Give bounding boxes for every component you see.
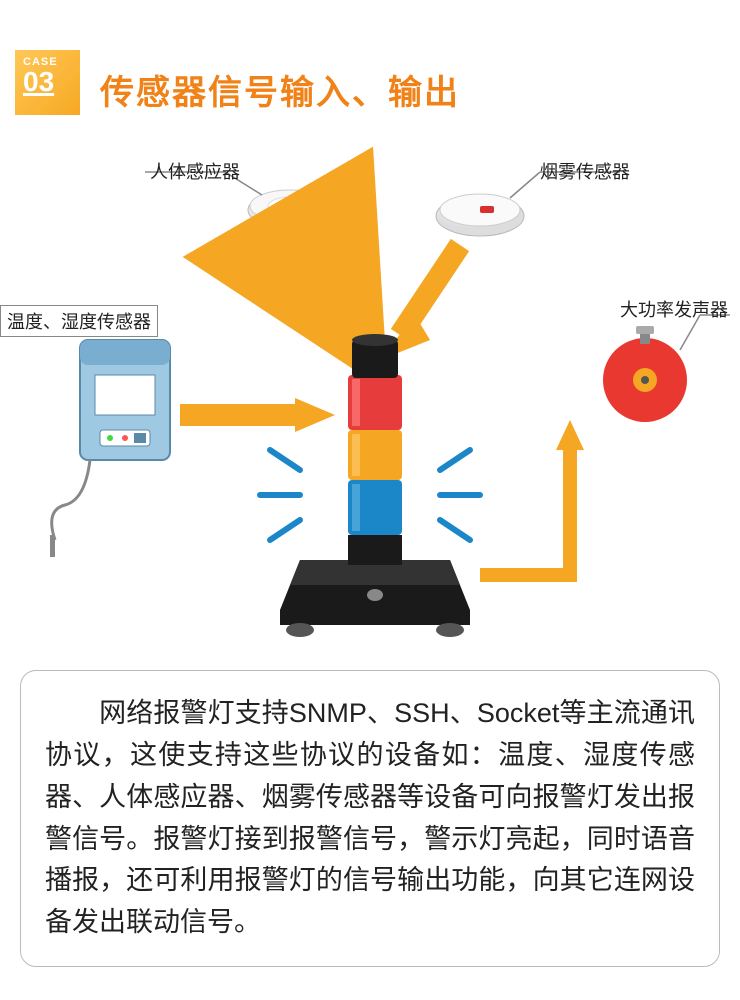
temp-label: 温度、湿度传感器 <box>0 305 158 337</box>
page-title: 传感器信号输入、输出 <box>100 65 460 114</box>
diagram-area: 人体感应器 烟雾传感器 温度、湿度传感器 大功率发声器 <box>0 140 740 650</box>
case-badge: CASE 03 <box>15 50 80 115</box>
case-number: 03 <box>23 68 72 96</box>
motion-sensor-icon <box>248 190 332 228</box>
temp-sensor-icon <box>50 340 170 557</box>
speaker-icon <box>603 326 687 422</box>
smoke-sensor-icon <box>436 194 524 236</box>
description-box: 网络报警灯支持SNMP、SSH、Socket等主流通讯协议，这使支持这些协议的设… <box>20 670 720 967</box>
alarm-tower-icon <box>280 334 470 637</box>
description-text: 网络报警灯支持SNMP、SSH、Socket等主流通讯协议，这使支持这些协议的设… <box>45 698 695 937</box>
smoke-label: 烟雾传感器 <box>540 158 630 184</box>
motion-label: 人体感应器 <box>150 158 240 184</box>
speaker-label: 大功率发声器 <box>620 296 728 322</box>
